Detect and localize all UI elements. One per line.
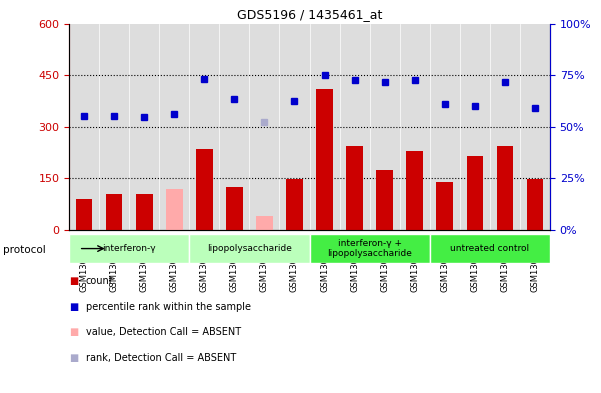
Title: GDS5196 / 1435461_at: GDS5196 / 1435461_at (237, 8, 382, 21)
Bar (166, 189, 183, 230)
Text: value, Detection Call = ABSENT: value, Detection Call = ABSENT (86, 327, 241, 337)
Bar (286, 179, 303, 230)
Bar (76, 199, 93, 230)
Bar (316, 89, 333, 230)
Bar (430, 234, 550, 263)
Bar (526, 179, 543, 230)
Text: count: count (86, 276, 114, 286)
Bar (466, 156, 483, 230)
Text: untreated control: untreated control (450, 244, 529, 253)
Bar (436, 182, 453, 230)
Text: ■: ■ (69, 327, 78, 337)
Text: lipopolysaccharide: lipopolysaccharide (207, 244, 292, 253)
Text: rank, Detection Call = ABSENT: rank, Detection Call = ABSENT (86, 353, 236, 363)
Bar (226, 187, 243, 230)
Bar (310, 234, 430, 263)
Text: ■: ■ (69, 276, 78, 286)
Text: ■: ■ (69, 301, 78, 312)
Text: ■: ■ (69, 353, 78, 363)
Bar (346, 146, 363, 230)
Bar (496, 146, 513, 230)
Bar (196, 149, 213, 230)
Bar (69, 234, 189, 263)
Bar (136, 195, 153, 230)
Text: protocol: protocol (3, 244, 46, 255)
Bar (406, 151, 423, 230)
Text: interferon-γ +
lipopolysaccharide: interferon-γ + lipopolysaccharide (327, 239, 412, 258)
Text: percentile rank within the sample: percentile rank within the sample (86, 301, 251, 312)
Text: interferon-γ: interferon-γ (102, 244, 156, 253)
Bar (256, 216, 273, 230)
Bar (189, 234, 310, 263)
Bar (106, 194, 123, 230)
Bar (376, 170, 393, 230)
